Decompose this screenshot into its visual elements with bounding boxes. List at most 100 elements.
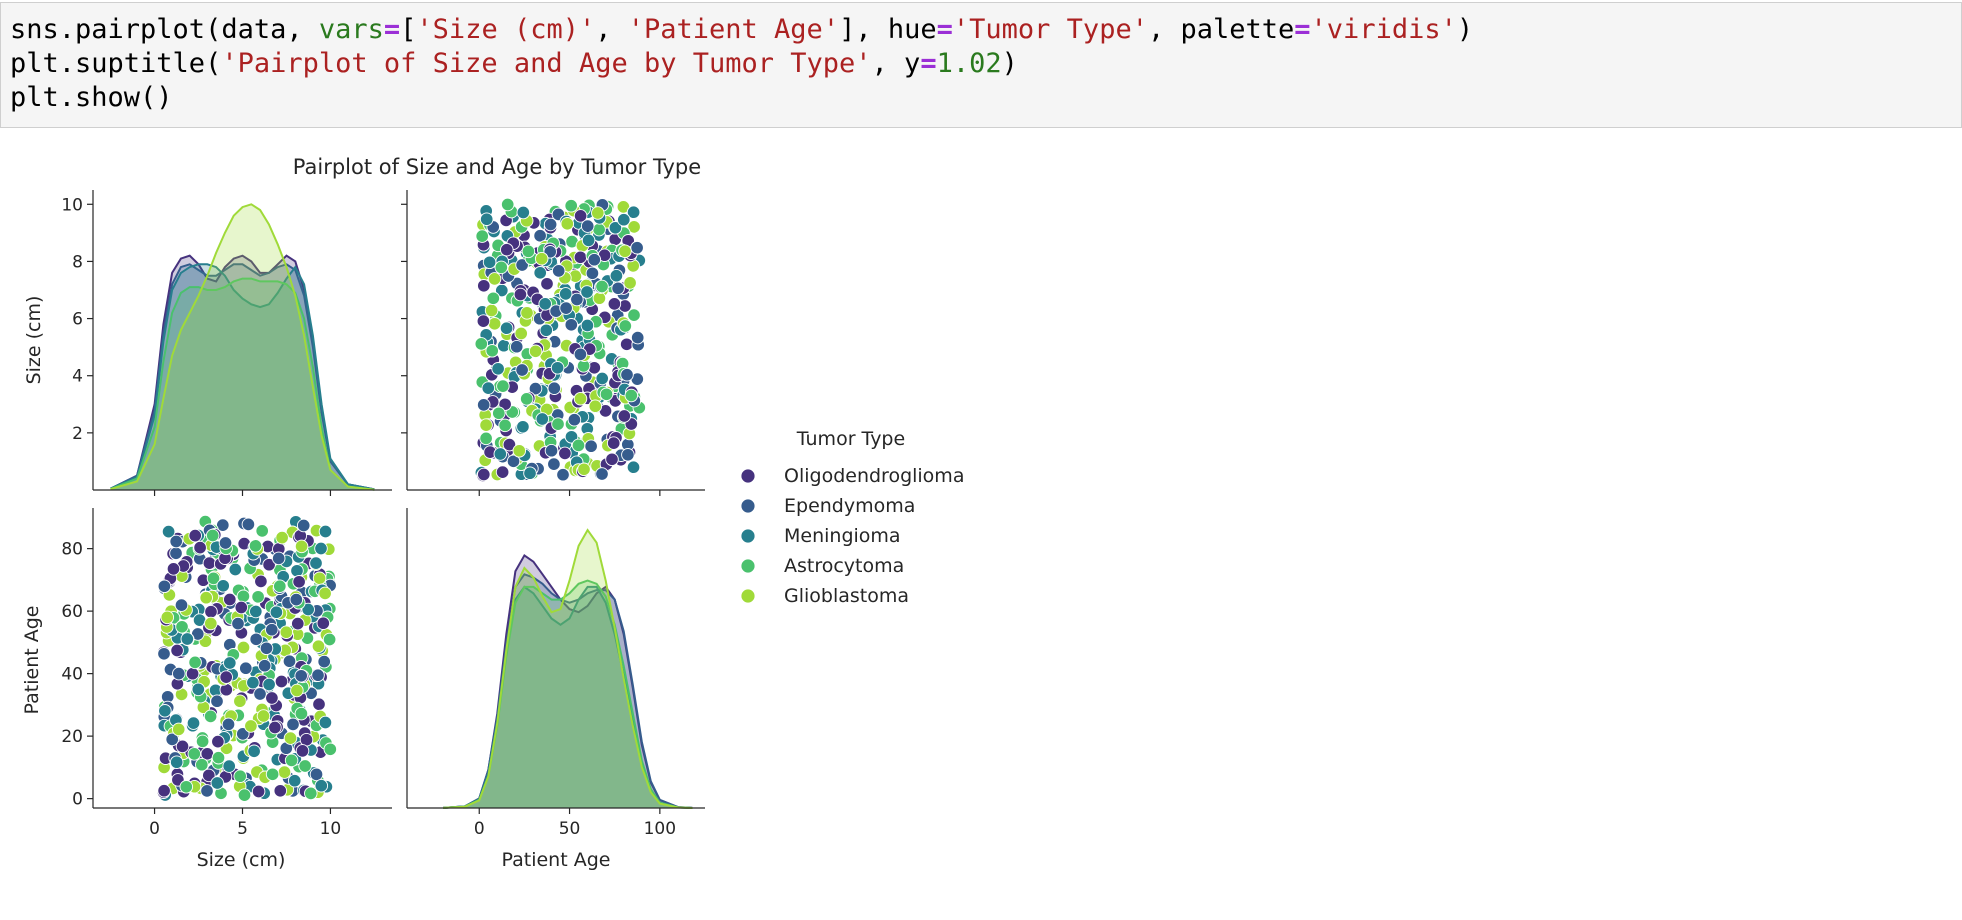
tr-point <box>608 221 623 235</box>
tr-point <box>475 229 489 243</box>
bl-point <box>314 541 328 556</box>
bl-point <box>191 682 206 697</box>
tr-point <box>506 454 521 469</box>
tr-point <box>577 462 591 477</box>
tr-point <box>528 344 543 359</box>
bl-point <box>204 604 218 619</box>
age-kde-fill-ependymoma <box>443 574 693 808</box>
code-cell[interactable]: sns.pairplot(data, vars=['Size (cm)', 'P… <box>0 2 1962 128</box>
bl-point <box>219 670 233 684</box>
bl-point <box>251 590 265 604</box>
tr-point <box>564 318 579 332</box>
tr-point <box>599 387 614 402</box>
tr-point <box>626 460 641 474</box>
legend-label-oligodendroglioma: Oligodendroglioma <box>784 465 964 487</box>
y-axis-label-age: Patient Age <box>21 606 43 715</box>
bl-point <box>247 744 261 759</box>
code-token: = <box>936 14 953 45</box>
tr-point <box>494 260 509 275</box>
bl-point <box>255 524 269 538</box>
tr-point <box>487 317 502 331</box>
tr-point <box>592 291 607 305</box>
code-token: 'viridis' <box>1310 14 1457 45</box>
tr-point <box>515 363 529 377</box>
tr-point <box>476 314 491 328</box>
tr-point <box>585 266 600 281</box>
tr-point <box>591 206 605 220</box>
tr-point <box>500 197 515 212</box>
code-token: 'Patient Age' <box>627 14 840 45</box>
code-token: ], hue <box>839 14 937 45</box>
bl-point <box>221 717 236 732</box>
bl-point <box>277 765 292 779</box>
age-kde-fill-oligodendroglioma <box>443 555 693 808</box>
code-token: 1.02 <box>936 48 1002 79</box>
tr-point <box>540 277 554 291</box>
bl-point <box>175 620 189 634</box>
bl-point <box>236 640 251 655</box>
panel-age-kde: 0 50 100 <box>406 508 705 839</box>
bl-point <box>322 632 337 647</box>
bl-point <box>223 592 237 607</box>
legend-label-glioblastoma: Glioblastoma <box>784 585 909 607</box>
bl-x-tick-label: 0 <box>149 819 160 839</box>
bl-point <box>287 773 302 788</box>
bl-point <box>236 589 251 604</box>
br-x-tick-label: 0 <box>474 819 485 839</box>
bl-point <box>216 518 230 532</box>
bl-point <box>296 518 311 533</box>
tr-point <box>479 212 494 226</box>
size-kde-line-astrocytoma <box>110 277 375 491</box>
tr-point <box>618 319 633 333</box>
bl-point <box>237 788 252 802</box>
bl-point <box>204 616 218 631</box>
tr-point <box>571 438 586 453</box>
bl-point <box>241 517 256 532</box>
bl-point <box>180 632 195 646</box>
cell-output: Pairplot of Size and Age by Tumor Type 2… <box>0 140 1962 920</box>
legend-label-meningioma: Meningioma <box>784 525 901 547</box>
bl-point <box>259 641 274 656</box>
bl-point <box>286 717 300 732</box>
code-line-3: plt.show() <box>10 82 173 113</box>
y-axis-label-size: Size (cm) <box>23 296 45 385</box>
tr-point <box>558 287 573 301</box>
tr-point <box>588 399 603 413</box>
bl-point <box>283 731 298 745</box>
tr-point <box>564 198 578 213</box>
tr-point <box>535 412 550 426</box>
tr-point <box>630 240 644 255</box>
bl-point <box>195 757 209 772</box>
bl-point <box>211 734 225 749</box>
bl-point <box>309 556 323 570</box>
code-token: vars <box>318 14 384 45</box>
bl-point <box>203 709 218 724</box>
tr-point <box>551 417 565 431</box>
bl-y-tick-label: 80 <box>61 540 83 560</box>
code-token: plt.suptitle( <box>10 48 222 79</box>
bl-point <box>188 528 202 543</box>
x-axis-label-age: Patient Age <box>502 849 611 871</box>
bl-y-tick-label: 20 <box>61 727 83 747</box>
bl-point <box>253 687 267 701</box>
legend-marker-meningioma <box>740 528 756 544</box>
tr-point <box>592 222 606 237</box>
bl-point <box>274 674 289 689</box>
legend-title: Tumor Type <box>796 428 905 450</box>
br-x-tick-label: 100 <box>644 819 676 839</box>
tr-point <box>496 379 510 393</box>
tr-point <box>534 251 549 266</box>
tr-point <box>573 209 588 223</box>
bl-point <box>234 600 249 615</box>
code-token: [ <box>400 14 417 45</box>
bl-point <box>265 767 280 782</box>
code-editor[interactable]: sns.pairplot(data, vars=['Size (cm)', 'P… <box>10 13 1473 115</box>
tr-point <box>538 297 552 311</box>
tr-point <box>509 339 524 354</box>
bl-point <box>323 742 338 757</box>
panel-age-vs-size-scatter <box>401 190 705 496</box>
bl-point <box>249 632 263 647</box>
bl-point <box>165 732 179 747</box>
bl-point <box>239 661 253 675</box>
tr-point <box>573 391 588 406</box>
